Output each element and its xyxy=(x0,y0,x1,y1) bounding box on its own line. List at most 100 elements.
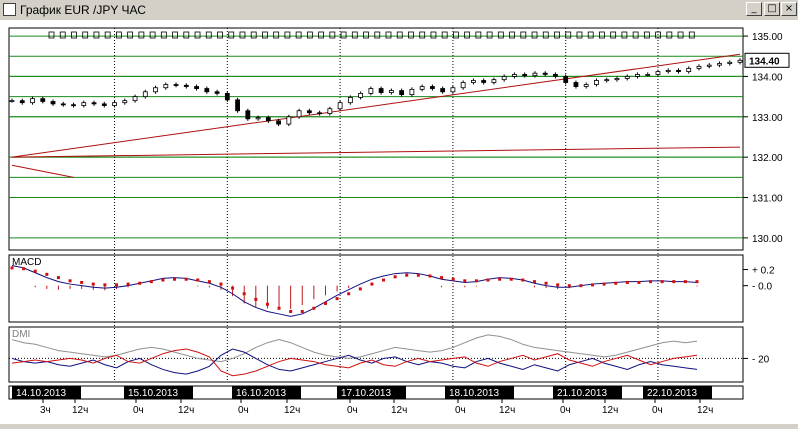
candle-body xyxy=(419,86,425,90)
candle-body xyxy=(265,117,271,122)
candle-body xyxy=(214,91,220,94)
macd-signal-point xyxy=(184,277,188,281)
candle-body xyxy=(296,110,302,118)
hour-label: 0ч xyxy=(133,405,144,416)
macd-signal-point xyxy=(68,279,72,283)
candle-body xyxy=(224,92,230,101)
candle-body xyxy=(122,100,128,104)
macd-signal-point xyxy=(672,280,676,284)
news-event-marker xyxy=(239,31,246,39)
news-event-marker xyxy=(497,31,504,39)
news-event-marker xyxy=(149,31,156,39)
candle-body xyxy=(388,90,394,93)
candle-body xyxy=(306,110,312,114)
news-event-marker xyxy=(621,31,628,39)
dmi-panel-label: DMI xyxy=(12,329,30,340)
candle-body xyxy=(614,78,620,81)
macd-signal-point xyxy=(80,280,84,284)
candle-body xyxy=(194,86,199,89)
macd-signal-point xyxy=(138,281,142,285)
candle-body xyxy=(317,112,323,115)
candle-body xyxy=(245,110,251,120)
news-event-marker xyxy=(565,31,572,39)
dmi-tick-label: - 20 xyxy=(752,354,770,365)
candle-body xyxy=(717,63,722,66)
candle-body xyxy=(112,102,117,106)
macd-signal-point xyxy=(265,302,269,306)
date-label-box xyxy=(553,386,622,399)
macd-signal-point xyxy=(277,306,281,310)
candle-body xyxy=(255,117,261,120)
macd-signal-point xyxy=(347,292,351,296)
macd-signal-point xyxy=(219,282,223,286)
news-event-marker xyxy=(632,31,639,39)
macd-signal-point xyxy=(103,283,107,287)
candle-body xyxy=(409,88,415,96)
news-event-marker xyxy=(329,31,336,39)
macd-signal-point xyxy=(695,280,699,284)
macd-signal-point xyxy=(173,277,177,281)
macd-tick-label: - 0.0 xyxy=(752,282,772,293)
candle-body xyxy=(60,103,66,106)
macd-signal-point xyxy=(660,280,664,284)
candle-body xyxy=(676,69,681,72)
candle-body xyxy=(450,87,456,93)
macd-signal-point xyxy=(33,269,37,273)
news-event-marker xyxy=(587,31,594,39)
candle-body xyxy=(624,76,630,79)
news-event-marker xyxy=(59,31,66,39)
news-event-marker xyxy=(104,31,111,39)
macd-signal-point xyxy=(474,279,478,283)
macd-signal-point xyxy=(242,292,246,296)
news-event-marker xyxy=(464,31,471,39)
macd-signal-point xyxy=(45,272,49,276)
hour-label: 0ч xyxy=(560,405,571,416)
title-bar: График EUR /JPY ЧАС _ □ × xyxy=(0,0,798,21)
macd-signal-point xyxy=(254,297,258,301)
candle-body xyxy=(512,74,517,77)
candle-body xyxy=(358,92,364,98)
macd-signal-point xyxy=(382,278,386,282)
chart-area[interactable]: 130.00 131.00 132.00 133.00 134.00 135.00 134.… xyxy=(0,20,798,424)
news-event-marker xyxy=(318,31,325,39)
macd-signal-point xyxy=(10,266,14,270)
hour-label: 12ч xyxy=(284,405,300,416)
news-event-marker xyxy=(610,31,617,39)
news-event-marker xyxy=(688,31,695,39)
date-label-box xyxy=(337,386,406,399)
hour-label: 3ч xyxy=(40,405,51,416)
news-event-marker xyxy=(127,31,134,39)
macd-signal-point xyxy=(591,283,595,287)
candle-body xyxy=(553,74,558,77)
minimize-button[interactable]: _ xyxy=(746,2,762,16)
candle-body xyxy=(491,79,497,83)
macd-signal-point xyxy=(440,276,444,280)
macd-signal-point xyxy=(335,297,339,301)
candle-body xyxy=(532,72,538,77)
chart-svg[interactable]: 130.00 131.00 132.00 133.00 134.00 135.00 134.… xyxy=(0,20,798,424)
candle-body xyxy=(542,72,548,75)
candle-body xyxy=(50,101,56,105)
candle-body xyxy=(142,91,148,98)
date-label: 16.10.2013 xyxy=(236,388,286,399)
chart-window-icon xyxy=(3,3,16,16)
news-event-marker xyxy=(396,31,403,39)
macd-signal-point xyxy=(358,287,362,291)
candle-body xyxy=(604,79,610,82)
price-tick-label: 135.00 xyxy=(752,32,783,43)
macd-signal-point xyxy=(498,277,502,281)
macd-signal-point xyxy=(567,284,571,288)
news-event-marker xyxy=(441,31,448,39)
maximize-button[interactable]: □ xyxy=(764,2,780,16)
close-button[interactable]: × xyxy=(781,2,797,16)
candle-body xyxy=(204,88,210,93)
date-label: 14.10.2013 xyxy=(16,388,66,399)
macd-signal-point xyxy=(463,279,467,283)
news-event-marker xyxy=(93,31,100,39)
macd-signal-point xyxy=(579,284,583,288)
candle-body xyxy=(173,84,179,86)
news-event-marker xyxy=(486,31,493,39)
news-event-marker xyxy=(228,31,235,39)
hour-label: 12ч xyxy=(72,405,88,416)
macd-signal-point xyxy=(405,273,409,277)
